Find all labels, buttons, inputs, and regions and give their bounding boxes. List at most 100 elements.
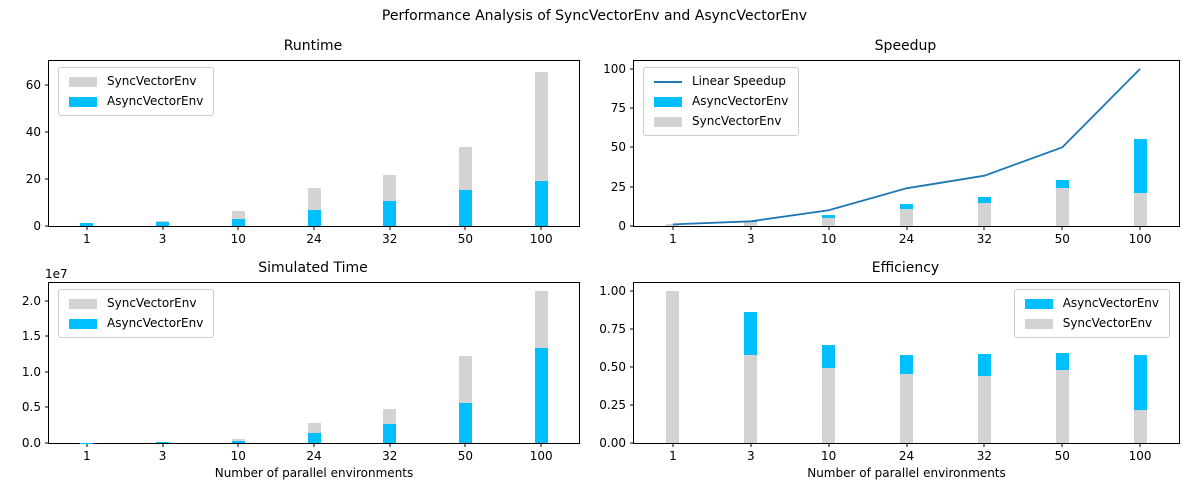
bar-syncvectorenv [744,221,758,226]
bar-syncvectorenv [744,354,758,443]
y-tick-mark [630,186,634,188]
legend-item: AsyncVectorEnv [1024,296,1159,311]
y-tick-mark [630,146,634,148]
bar-syncvectorenv [977,375,991,443]
legend-item: SyncVectorEnv [69,74,203,89]
simulated-time-axes: 0.0 0.5 1.0 1.5 2.0 1 3 10 24 32 50 100 1e7 Number of… [22,268,580,479]
legend-box-swatch [1024,318,1053,329]
y-tick-label: 0.0 [21,436,41,450]
legend-item: SyncVectorEnv [69,296,203,311]
x-tick-label: 1 [669,232,677,246]
runtime-title: Runtime [283,38,343,54]
subplot-simulated-time: Simulated Time 0.0 0.5 1.0 1.5 2.0 1 3 10 24 32 50… [22,258,580,479]
x-tick-label: 10 [230,232,246,246]
y-tick-mark [45,300,49,302]
figure-suptitle: Performance Analysis of SyncVectorEnv an… [381,8,808,24]
x-tick-mark [162,226,164,230]
bar-syncvectorenv [1055,188,1069,226]
legend-item: SyncVectorEnv [654,114,788,129]
y-tick-label: 0.25 [599,397,626,412]
legend-item: Linear Speedup [654,74,788,89]
bar-syncvectorenv [822,218,836,226]
legend: SyncVectorEnv AsyncVectorEnv [58,289,215,338]
y-tick-mark [630,225,634,227]
x-tick-label: 100 [529,449,553,463]
legend: SyncVectorEnv AsyncVectorEnv [58,67,215,116]
x-tick-label: 10 [821,449,837,463]
legend: Linear Speedup AsyncVectorEnv SyncVectorEn… [643,67,800,136]
bar-asyncvectorenv [231,219,245,226]
x-tick-label: 32 [382,449,398,463]
y-tick-mark [45,371,49,373]
x-tick-mark [389,443,391,447]
x-tick-mark [906,226,907,230]
legend-label: AsyncVectorEnv [107,94,204,108]
legend-box-swatch [1024,298,1053,309]
legend-label: SyncVectorEnv [692,114,782,128]
y-tick-mark [45,442,49,444]
x-tick-mark [983,443,985,447]
y-tick-label: 60 [25,77,41,92]
x-tick-label: 1 [83,232,91,246]
x-tick-label: 50 [1054,232,1070,246]
y-tick-label: 40 [25,124,41,139]
y-tick-label: 1.5 [21,329,41,344]
x-tick-mark [750,226,752,230]
legend-box-swatch [654,96,682,107]
x-tick-mark [828,443,830,447]
y-tick-mark [630,404,634,406]
bar-syncvectorenv [900,208,913,226]
bar-syncvectorenv [666,224,680,226]
y-tick-mark [45,335,49,337]
y-tick-mark [45,131,49,133]
y-tick-label: 75 [610,101,626,116]
y-tick-mark [630,442,634,444]
speedup-axes: 0 25 50 75 100 1 3 10 24 32 50 100 Linear Speedup Asy… [603,60,1180,245]
x-tick-mark [389,226,391,230]
x-tick-mark [313,226,315,230]
y-tick-mark [45,225,49,227]
x-tick-mark [86,226,88,230]
x-tick-mark [1139,443,1141,447]
x-axis-label: Number of parallel environments [807,466,1006,480]
legend-item: AsyncVectorEnv [654,94,788,109]
x-tick-mark [1139,226,1141,230]
legend-label: SyncVectorEnv [1062,316,1153,330]
y-tick-mark [45,84,49,86]
bar-asyncvectorenv [534,348,548,443]
y-tick-mark [630,328,634,330]
x-axis-label: Number of parallel environments [214,466,414,480]
x-tick-mark [162,443,164,447]
speedup-title: Speedup [874,38,937,54]
y-tick-label: 100 [603,61,626,76]
y-axis-offset-label: 1e7 [45,267,68,281]
x-tick-mark [828,226,830,230]
legend-label: AsyncVectorEnv [1062,296,1159,310]
y-tick-label: 0.50 [599,359,626,374]
legend-label: AsyncVectorEnv [107,316,204,330]
x-tick-label: 24 [898,232,915,246]
legend-item: SyncVectorEnv [1024,316,1159,331]
y-tick-mark [630,290,634,292]
simulated-time-title: Simulated Time [258,260,368,276]
x-tick-label: 100 [1128,232,1152,246]
y-tick-mark [45,406,49,408]
bar-asyncvectorenv [383,424,397,443]
x-tick-label: 10 [821,232,837,246]
legend-line-swatch [654,80,682,83]
legend: AsyncVectorEnv SyncVectorEnv [1013,289,1170,338]
x-tick-mark [464,226,466,230]
x-tick-mark [540,226,542,230]
bar-asyncvectorenv [458,190,472,226]
x-tick-label: 3 [746,232,755,246]
x-tick-mark [313,443,315,447]
y-tick-label: 25 [610,179,626,194]
legend-box-swatch [69,298,97,309]
x-tick-label: 100 [529,232,553,246]
runtime-axes: 0 20 40 60 1 3 10 24 32 50 100 SyncVectorEnv AsyncVe… [26,60,580,245]
x-tick-mark [750,443,752,447]
x-tick-label: 1 [83,449,91,463]
bar-syncvectorenv [977,203,991,226]
bar-syncvectorenv [900,373,913,443]
bar-asyncvectorenv [534,180,548,226]
